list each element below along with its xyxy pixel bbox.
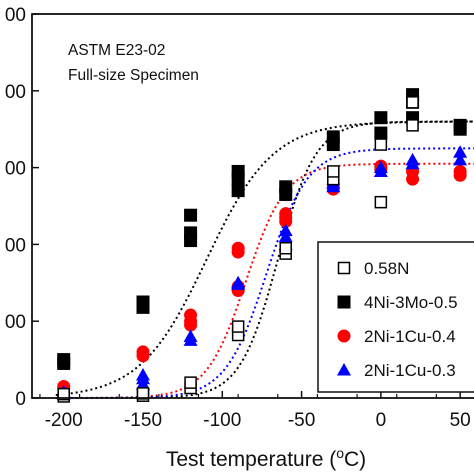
x-tick-label: 0 <box>376 410 387 431</box>
data-point <box>453 152 468 166</box>
data-point <box>374 138 388 151</box>
legend-label: 0.58N <box>364 259 409 278</box>
fit-curve <box>55 147 474 399</box>
data-point <box>279 207 293 221</box>
data-points <box>56 88 468 403</box>
data-point <box>136 367 150 381</box>
data-point <box>373 160 388 174</box>
fit-curve <box>55 162 474 399</box>
data-point <box>57 387 70 401</box>
annotation-specimen: Full-size Specimen <box>68 67 199 84</box>
data-point <box>231 164 245 178</box>
data-point <box>184 308 198 322</box>
y-tick-label: 0 <box>15 389 26 410</box>
data-point <box>406 119 419 132</box>
data-point <box>405 152 420 166</box>
fit-curve <box>55 120 474 396</box>
data-point <box>279 180 293 194</box>
x-axis-title: Test temperature (oC) <box>166 445 366 471</box>
x-axis-unit-superscript: o <box>336 445 344 461</box>
x-tick-label: -200 <box>45 410 83 431</box>
y-tick-label: 00 <box>5 312 26 333</box>
y-tick-label: 00 <box>5 235 26 256</box>
plot-frame <box>31 13 474 399</box>
data-point <box>184 376 197 389</box>
data-point <box>184 208 198 222</box>
x-tick-label: -150 <box>124 410 162 431</box>
legend-marker <box>337 363 351 376</box>
legend-label: 2Ni-1Cu-0.4 <box>364 327 456 346</box>
data-point <box>184 226 198 240</box>
data-point <box>183 329 198 343</box>
legend-marker <box>337 261 351 275</box>
x-tick-label: -100 <box>203 410 241 431</box>
data-point <box>453 145 468 158</box>
legend: 0.58N 4Ni-3Mo-0.5 2Ni-1Cu-0.4 2Ni-1Cu-0.3 <box>317 241 474 393</box>
data-point <box>374 126 388 140</box>
fit-curve <box>55 120 474 399</box>
data-point <box>374 195 388 209</box>
legend-label: 2Ni-1Cu-0.3 <box>364 361 456 380</box>
data-point <box>326 130 340 144</box>
data-point <box>327 165 340 178</box>
y-tick-label: 00 <box>5 82 26 103</box>
data-point <box>453 164 467 178</box>
data-point <box>136 345 150 359</box>
data-point <box>374 111 388 125</box>
data-point <box>136 295 150 309</box>
legend-marker <box>337 295 351 309</box>
data-point <box>279 241 292 255</box>
data-point <box>406 96 419 109</box>
legend-label: 4Ni-3Mo-0.5 <box>364 293 458 312</box>
y-tick-label: 00 <box>5 5 26 26</box>
annotation-standard: ASTM E23-02 <box>68 42 165 59</box>
data-point <box>231 184 245 198</box>
data-point <box>453 118 467 132</box>
x-tick-label: 50 <box>450 410 471 431</box>
data-point <box>231 241 245 255</box>
data-point <box>278 223 293 237</box>
data-point <box>57 353 71 367</box>
x-tick-labels: -200 -150 -100 -50 0 50 <box>45 410 471 431</box>
fit-curves <box>55 120 474 399</box>
x-tick-label: -50 <box>288 410 315 431</box>
data-point <box>231 275 246 289</box>
y-tick-label: 00 <box>5 159 26 180</box>
data-point <box>231 320 245 333</box>
legend-marker <box>337 329 351 343</box>
x-axis-unit: C) <box>344 448 366 471</box>
